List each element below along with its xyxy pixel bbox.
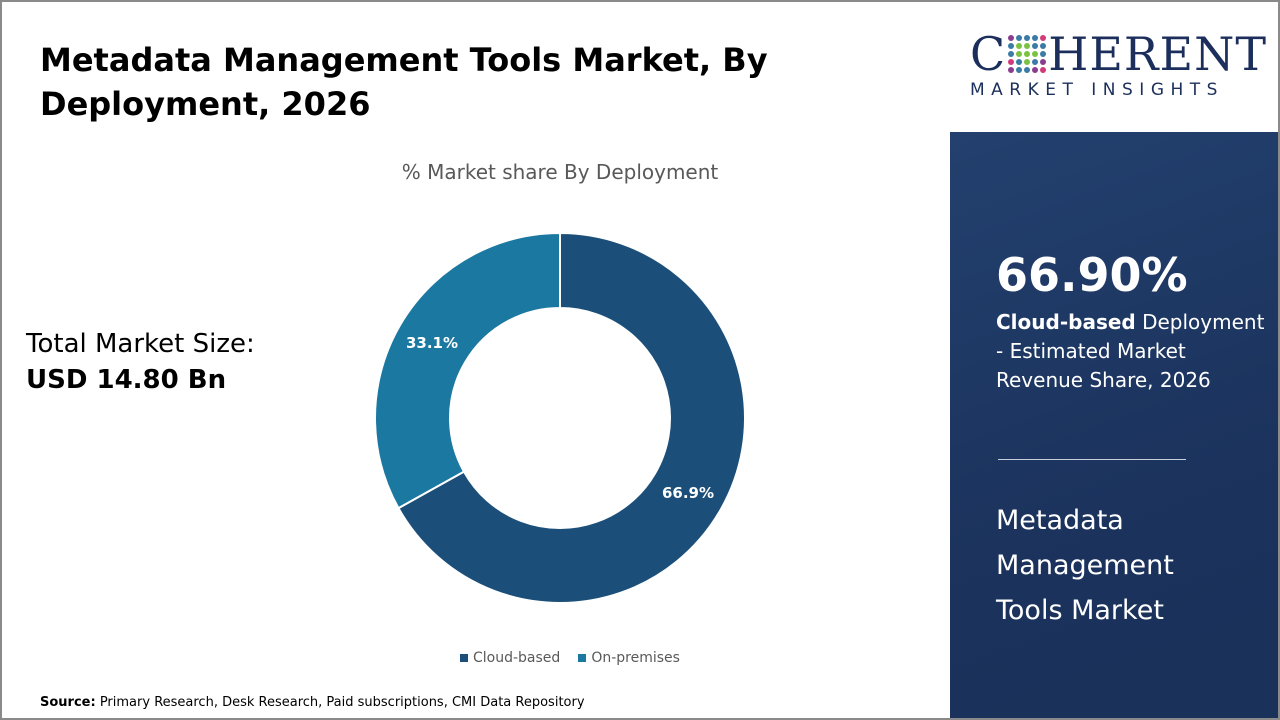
- logo-dot: [1032, 43, 1039, 49]
- donut-slice-on-premises: [374, 231, 561, 510]
- logo-dot: [1008, 59, 1015, 65]
- logo-dot: [1040, 67, 1047, 73]
- logo-dot: [1024, 35, 1031, 41]
- total-market-size: Total Market Size: USD 14.80 Bn: [26, 326, 255, 398]
- logo-dot: [1024, 51, 1031, 57]
- logo-dot: [1016, 59, 1023, 65]
- logo-dot: [1032, 51, 1039, 57]
- logo-dot: [1040, 59, 1047, 65]
- logo-dot: [1032, 35, 1039, 41]
- logo-dot: [1032, 59, 1039, 65]
- source-label: Source:: [40, 695, 96, 710]
- logo-dot: [1008, 51, 1015, 57]
- logo-dot: [1040, 51, 1047, 57]
- logo-dot: [1032, 67, 1039, 73]
- globe-dots-icon: [1008, 35, 1047, 73]
- highlight-panel: [950, 132, 1280, 720]
- donut-chart: 66.9% 33.1%: [374, 231, 746, 604]
- data-label: 66.9%: [662, 484, 714, 502]
- logo-dot: [1024, 43, 1031, 49]
- highlight-description: Cloud-based Deployment - Estimated Marke…: [996, 308, 1266, 395]
- company-logo: C HERENT MARKET INSIGHTS: [970, 27, 1266, 100]
- logo-dot: [1024, 67, 1031, 73]
- total-label: Total Market Size:: [26, 329, 255, 359]
- legend-label: Cloud-based: [473, 650, 561, 666]
- market-name: Metadata Management Tools Market: [996, 505, 1174, 626]
- logo-dot: [1040, 35, 1047, 41]
- highlight-segment: Cloud-based: [996, 310, 1136, 334]
- legend-item-cloud: Cloud-based: [460, 650, 560, 666]
- source-text: Primary Research, Desk Research, Paid su…: [95, 695, 585, 710]
- legend-swatch: [578, 654, 587, 662]
- source-note: Source: Primary Research, Desk Research,…: [40, 695, 585, 710]
- data-label: 33.1%: [406, 334, 458, 352]
- logo-dot: [1016, 43, 1023, 49]
- logo-dot: [1008, 35, 1015, 41]
- logo-text: HERENT: [1048, 27, 1268, 81]
- logo-text: C: [970, 27, 1007, 81]
- total-value: USD 14.80 Bn: [26, 365, 227, 395]
- logo-dot: [1040, 43, 1047, 49]
- highlight-desc-text: Deployment - Estimated Market Revenue Sh…: [996, 310, 1265, 392]
- logo-subtext: MARKET INSIGHTS: [970, 80, 1224, 100]
- highlight-percent: 66.90%: [996, 248, 1188, 302]
- logo-dot: [1016, 35, 1023, 41]
- donut-slice-cloud-based: [397, 231, 746, 604]
- logo-dot: [1024, 59, 1031, 65]
- legend-swatch: [460, 654, 468, 662]
- chart-legend: Cloud-based On-premises: [460, 650, 680, 666]
- legend-item-onprem: On-premises: [578, 650, 680, 666]
- logo-dot: [1008, 67, 1015, 73]
- logo-dot: [1008, 43, 1015, 49]
- legend-label: On-premises: [591, 650, 680, 666]
- logo-dot: [1016, 67, 1023, 73]
- divider: [998, 459, 1186, 460]
- logo-dot: [1016, 51, 1023, 57]
- page-title: Metadata Management Tools Market, By Dep…: [40, 41, 768, 123]
- chart-title: % Market share By Deployment: [401, 160, 719, 184]
